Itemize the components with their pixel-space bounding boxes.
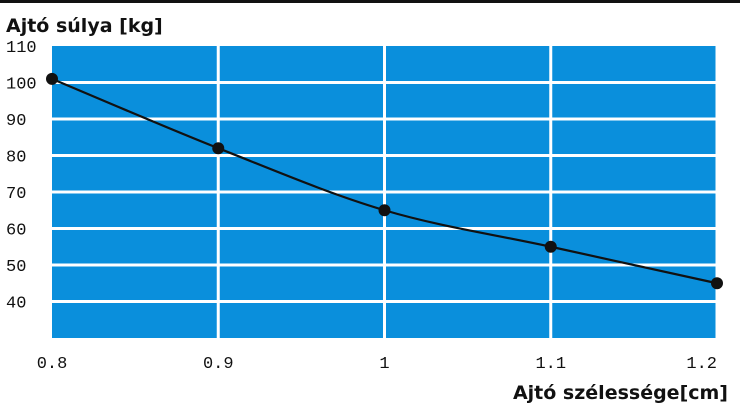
x-tick-label: 0.8 (37, 355, 68, 374)
x-tick-label: 1.2 (686, 355, 717, 374)
x-axis-title: Ajtó szélessége[cm] (513, 382, 728, 404)
y-tick-label: 70 (6, 185, 26, 204)
y-tick-labels: 40 50 60 70 80 90 100 110 (6, 39, 37, 314)
y-tick-label: 110 (6, 39, 37, 58)
data-point (46, 72, 58, 85)
grid-lines (52, 46, 719, 338)
data-point (212, 142, 225, 155)
data-markers (46, 72, 723, 290)
y-axis-title: Ajtó súlya [kg] (6, 15, 163, 37)
x-tick-label: 1.1 (535, 355, 566, 374)
y-tick-label: 50 (6, 258, 26, 277)
y-tick-label: 40 (6, 295, 26, 314)
y-tick-label: 100 (6, 76, 37, 95)
y-tick-label: 80 (6, 149, 26, 168)
y-tick-label: 90 (6, 112, 26, 131)
data-point (711, 277, 723, 290)
x-tick-labels: 0.8 0.9 1 1.1 1.2 (37, 355, 717, 374)
x-tick-label: 0.9 (203, 355, 234, 374)
data-point (378, 204, 391, 217)
x-tick-label: 1 (379, 355, 389, 374)
data-point (544, 240, 557, 253)
y-tick-label: 60 (6, 222, 26, 241)
